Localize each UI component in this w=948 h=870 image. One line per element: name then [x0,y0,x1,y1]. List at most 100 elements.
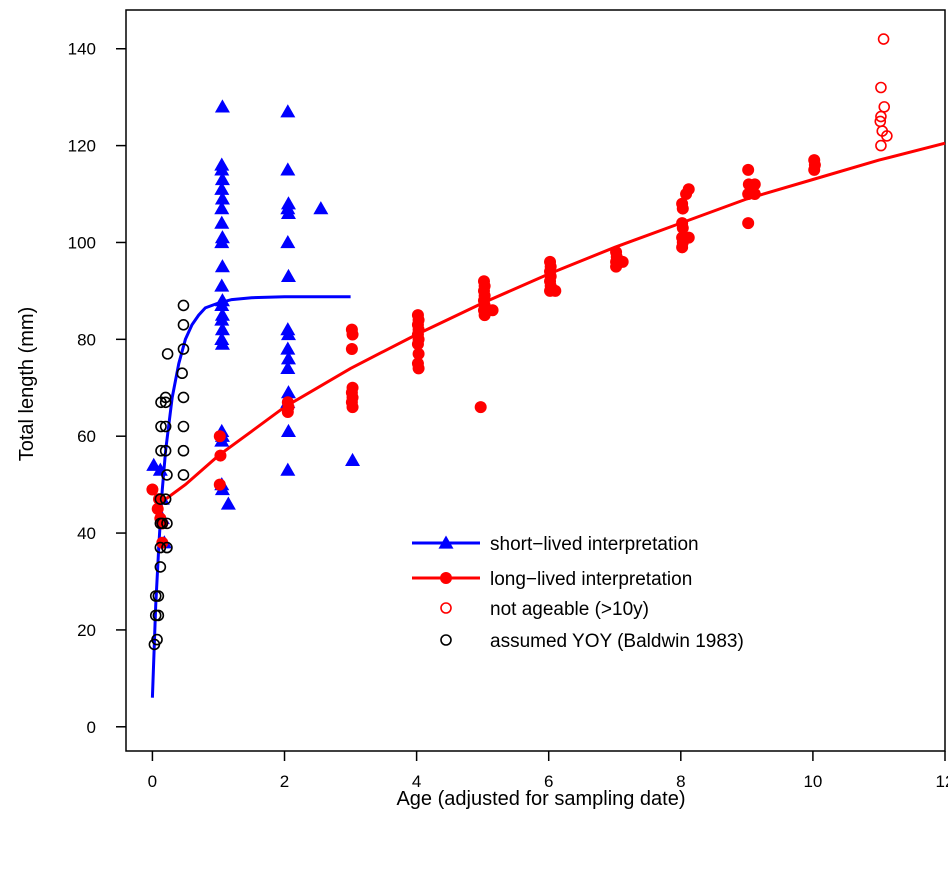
series-3-point [177,420,190,433]
x-tick-label: 6 [544,772,553,791]
y-tick-label: 40 [77,524,96,543]
series-0-point [214,172,230,186]
series-2-point [875,81,887,94]
y-tick-label: 20 [77,621,96,640]
legend-marker-2 [440,602,452,614]
series-1-point [213,478,226,491]
series-1-point [213,430,226,443]
x-axis-title: Age (adjusted for sampling date) [396,788,685,810]
plot-area [125,9,946,752]
series-2-point [875,110,887,123]
series-0-point [214,259,230,273]
series-0-point [280,423,296,437]
series-3-point [159,493,172,505]
series-3-point [154,561,167,573]
series-0-point [280,326,296,341]
y-tick-label: 140 [68,40,96,59]
series-2-point [875,139,887,152]
series-3-point [161,541,173,554]
y-axis-title: Total length (mm) [16,307,38,462]
series-0-point [280,351,296,365]
series-1-point [610,260,623,273]
series-3-point [159,444,172,457]
series-3-point [161,469,173,481]
series-0-point [220,496,236,510]
series-2-point [877,33,890,45]
series-3-point [177,469,190,481]
legend: short−lived interpretation long−lived int… [412,534,744,652]
legend-marker-0 [438,535,454,549]
series-0-point [280,341,296,355]
legend-label-3: assumed YOY (Baldwin 1983) [490,631,744,652]
series-1-point [676,202,689,215]
series-3-point [152,590,165,602]
x-tick-label: 10 [803,772,822,791]
series-3-point [155,420,167,433]
series-1-point [742,217,755,230]
series-0-point [214,297,230,312]
x-tick-label: 4 [412,772,421,791]
series-1-point [742,163,755,176]
series-1-point [676,221,689,234]
legend-marker-1 [440,572,452,584]
series-0-point [280,462,296,476]
series-0-point [214,215,230,229]
series-1-point [748,178,761,191]
series-0-point [214,312,230,326]
x-tick-label: 12 [936,772,948,791]
y-tick-label: 120 [68,137,96,156]
plot-frame [125,9,946,752]
series-3-point [154,541,167,554]
series-3-point [159,420,172,433]
y-tick-label: 0 [87,718,96,737]
y-tick-label: 60 [77,427,96,446]
series-3-point [159,396,172,409]
series-1-point [549,284,562,297]
series-0-curve [150,295,351,698]
x-tick-label: 0 [148,772,157,791]
series-3-point [177,444,190,457]
series-0-point [280,360,296,375]
series-0-point [214,191,230,205]
series-0-point [280,162,296,176]
series-1-point [411,338,424,351]
series-1-point [486,304,499,317]
series-3-point [177,343,190,355]
y-tick-label: 80 [77,330,96,349]
series-0-point [214,99,230,113]
y-tick-label: 100 [68,233,96,252]
series-3-point [177,299,190,312]
series-3-point [154,493,167,505]
x-tick-label: 2 [280,772,289,791]
axes: 024681012020406080100120140 [68,40,948,791]
series-0-point [280,385,296,399]
series-0-point [214,322,230,336]
series-1-point [474,401,487,414]
data-points [146,33,893,651]
legend-label-1: long−lived interpretation [490,569,692,590]
series-1-point [748,188,761,201]
legend-label-0: short−lived interpretation [490,534,699,555]
series-0-point [152,462,168,476]
series-0-point [214,336,230,350]
series-3-point [156,517,169,530]
series-2-point [878,101,891,113]
series-1-point [682,183,695,196]
series-1-point [676,241,689,254]
series-3-point [151,633,163,646]
series-0-point [280,104,296,118]
series-0-point [280,234,296,249]
series-0-point [214,181,230,195]
series-0-point [280,268,296,282]
series-0-point [345,452,361,467]
series-3-point [177,319,190,331]
series-1-point [281,405,294,418]
series-3-point [177,391,190,404]
series-3-point [161,348,174,360]
series-2-point [881,130,893,142]
series-1-point [412,347,425,360]
series-1-point [346,401,359,414]
series-3-point [152,609,165,622]
series-1-point [682,231,695,244]
